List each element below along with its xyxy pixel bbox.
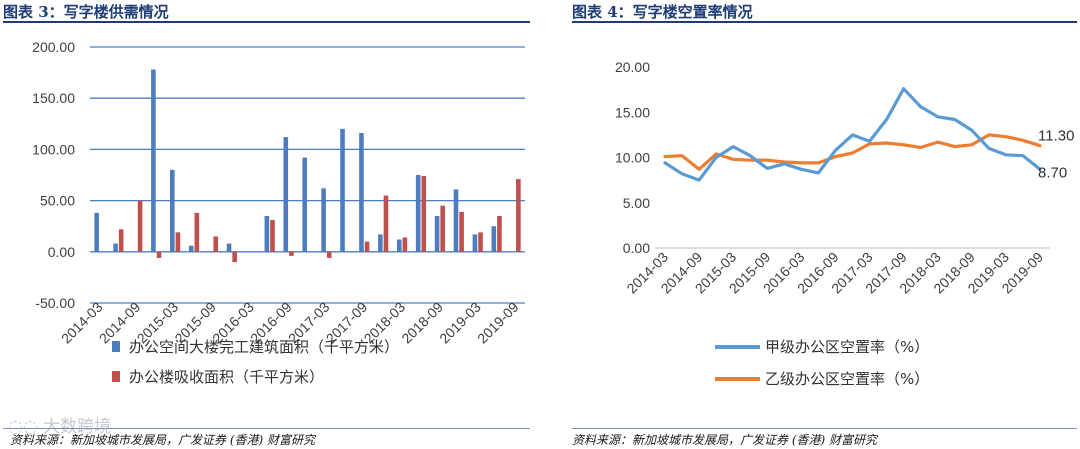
watermark-text: 大数跨境 (43, 417, 112, 437)
vacancy-line-chart: 0.005.0010.0015.0020.0011.308.702014-032… (615, 59, 1074, 388)
absorption-bar (194, 212, 200, 252)
legend-label: 乙级办公区空置率（%） (765, 370, 929, 388)
absorption-bar (175, 232, 181, 252)
completion-bar (151, 69, 156, 252)
completion-bar (113, 243, 118, 252)
y-tick-label: 20.00 (615, 59, 650, 75)
legend-label: 甲级办公区空置率（%） (765, 338, 929, 356)
right-bottom-rule (572, 428, 1077, 429)
completion-bar (226, 243, 232, 252)
watermark-icon: ◌◌ (8, 417, 38, 437)
y-tick-label: 15.00 (615, 104, 650, 120)
y-tick-label: 0.00 (48, 244, 75, 260)
y-tick-label: 0.00 (623, 240, 650, 256)
absorption-bar (459, 211, 464, 252)
left-bottom-rule (3, 428, 530, 429)
completion-bar (491, 226, 497, 252)
absorption-bar (421, 176, 427, 252)
y-tick-label: 10.00 (615, 150, 650, 166)
completion-bar (396, 239, 402, 252)
grade-a-vacancy-line (663, 87, 1042, 182)
completion-bar (359, 133, 364, 252)
absorption-bar (137, 200, 143, 252)
right-title-rule (572, 21, 1077, 23)
y-tick-label: -50.00 (35, 295, 75, 311)
absorption-bar (478, 232, 483, 252)
left-chart-title: 图表 3：写字楼供需情况 (3, 3, 169, 21)
legend-swatch (112, 371, 120, 382)
y-tick-label: 150.00 (32, 90, 75, 106)
legend-label: 办公空间大楼完工建筑面积（千平方米） (129, 338, 399, 356)
legend-label: 办公楼吸收面积（千平方米） (129, 368, 324, 386)
completion-bar (321, 188, 326, 252)
absorption-bar (497, 215, 502, 252)
completion-bar (434, 215, 440, 252)
completion-bar (188, 245, 194, 252)
completion-bar (472, 234, 478, 252)
end-value-label: 8.70 (1038, 164, 1067, 181)
absorption-bar (213, 236, 219, 252)
absorption-bar (383, 195, 389, 252)
completion-bar (415, 175, 421, 252)
y-tick-label: 100.00 (32, 141, 75, 157)
end-value-label: 11.30 (1038, 128, 1074, 145)
completion-bar (170, 169, 175, 252)
supply-demand-bar-chart: -50.000.0050.00100.00150.00200.002014-03… (32, 39, 525, 386)
right-source-note: 资料来源：新加坡城市发展局，广发证券 (香港) 财富研究 (572, 433, 877, 447)
completion-bar (94, 212, 99, 252)
watermark-logo: ◌◌ 大数跨境 (8, 412, 111, 437)
completion-bar (264, 215, 270, 252)
completion-bar (340, 128, 345, 252)
completion-bar (302, 157, 307, 252)
left-source-note: 资料来源：新加坡城市发展局，广发证券 (香港) 财富研究 (10, 433, 315, 447)
absorption-bar (516, 179, 521, 252)
legend-swatch (112, 341, 120, 352)
grade-b-vacancy-line (663, 133, 1042, 171)
absorption-bar (326, 251, 332, 258)
absorption-bar (289, 251, 294, 256)
absorption-bar (402, 237, 408, 252)
absorption-bar (440, 205, 445, 252)
absorption-bar (156, 251, 162, 258)
completion-bar (378, 234, 383, 252)
absorption-bar (232, 251, 237, 263)
y-tick-label: 5.00 (623, 195, 650, 211)
completion-bar (453, 189, 459, 252)
absorption-bar (118, 229, 124, 252)
absorption-bar (270, 220, 275, 252)
right-chart-title: 图表 4：写字楼空置率情况 (572, 3, 753, 21)
completion-bar (283, 137, 289, 252)
y-tick-label: 50.00 (40, 193, 75, 209)
left-title-rule (3, 21, 530, 23)
y-tick-label: 200.00 (32, 39, 75, 55)
absorption-bar (364, 241, 370, 252)
